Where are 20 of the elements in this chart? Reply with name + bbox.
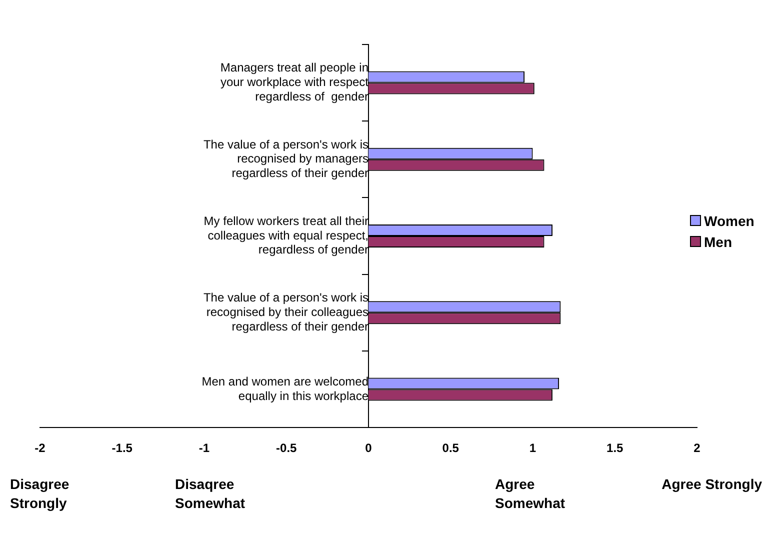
legend-label: Men [703,232,733,252]
x-tick-label: -2 [34,441,46,456]
x-tick-label: 1 [529,441,536,456]
text: Disagree Strongly [10,476,70,511]
y-tick-label: My fellow workers treat all their colleagues with equal respect, regardless of gender [204,214,368,257]
y-tick-label: The value of a person's work is recognised by managers regardless of their gender [203,137,368,180]
x-tick-label: 1.5 [606,441,624,456]
x-tick-label: -1.5 [112,441,133,456]
y-tick-label: Managers treat all people in your workplace with respect regardless of gender [220,60,370,104]
text: Disaqree Somewhat [175,476,246,511]
y-tick-label: Men and women are welcomed equally in this workplace [202,374,369,403]
x-tick-label: 0.5 [442,441,460,456]
text: Agree Strongly [662,476,762,492]
x-tick-label: -0.5 [276,441,298,456]
x-tick-label: -1 [198,441,210,456]
text: Agree Somewhat [495,476,566,511]
legend-label: Women [703,212,754,230]
x-tick-label: 2 [694,441,701,456]
x-tick-label: 0 [365,441,372,456]
y-tick-label: The value of a person's work is recognised by their colleagues regardless of their gender [203,290,368,334]
